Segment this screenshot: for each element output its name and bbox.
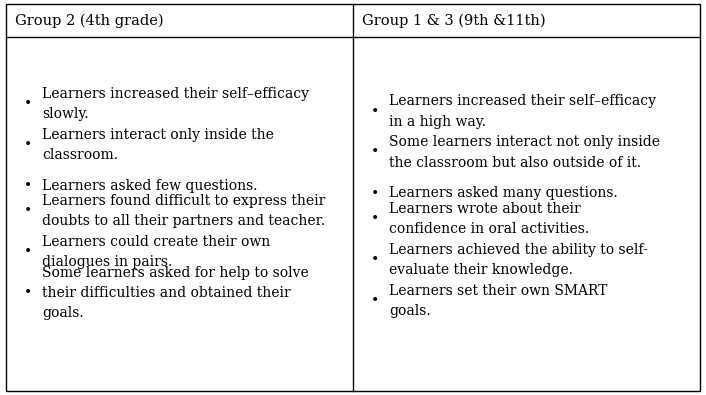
Text: •: •: [24, 204, 32, 218]
Text: Learners increased their self–efficacy
in a high way.: Learners increased their self–efficacy i…: [389, 94, 656, 128]
Text: •: •: [371, 145, 379, 160]
Text: Group 1 & 3 (9th &11th): Group 1 & 3 (9th &11th): [362, 13, 546, 28]
Text: Some learners asked for help to solve
their difficulties and obtained their
goal: Some learners asked for help to solve th…: [42, 266, 309, 320]
Text: •: •: [24, 138, 32, 152]
Text: •: •: [371, 105, 379, 118]
Text: Learners asked many questions.: Learners asked many questions.: [389, 186, 618, 201]
Text: Learners asked few questions.: Learners asked few questions.: [42, 179, 258, 193]
Text: Some learners interact not only inside
the classroom but also outside of it.: Some learners interact not only inside t…: [389, 135, 660, 169]
Text: Learners increased their self–efficacy
slowly.: Learners increased their self–efficacy s…: [42, 87, 309, 121]
Text: •: •: [371, 186, 379, 201]
Text: •: •: [371, 253, 379, 267]
Text: •: •: [24, 97, 32, 111]
Text: •: •: [24, 286, 32, 300]
Text: Learners set their own SMART
goals.: Learners set their own SMART goals.: [389, 284, 607, 318]
Text: •: •: [371, 212, 379, 226]
Text: Learners found difficult to express their
doubts to all their partners and teach: Learners found difficult to express thei…: [42, 194, 325, 228]
Text: Group 2 (4th grade): Group 2 (4th grade): [15, 13, 164, 28]
Text: Learners interact only inside the
classroom.: Learners interact only inside the classr…: [42, 128, 274, 162]
Text: Learners could create their own
dialogues in pairs.: Learners could create their own dialogue…: [42, 235, 270, 269]
Text: •: •: [24, 245, 32, 259]
Text: Learners wrote about their
confidence in oral activities.: Learners wrote about their confidence in…: [389, 202, 589, 236]
Text: Learners achieved the ability to self-
evaluate their knowledge.: Learners achieved the ability to self- e…: [389, 243, 647, 277]
Text: •: •: [24, 179, 32, 193]
Text: •: •: [371, 294, 379, 308]
